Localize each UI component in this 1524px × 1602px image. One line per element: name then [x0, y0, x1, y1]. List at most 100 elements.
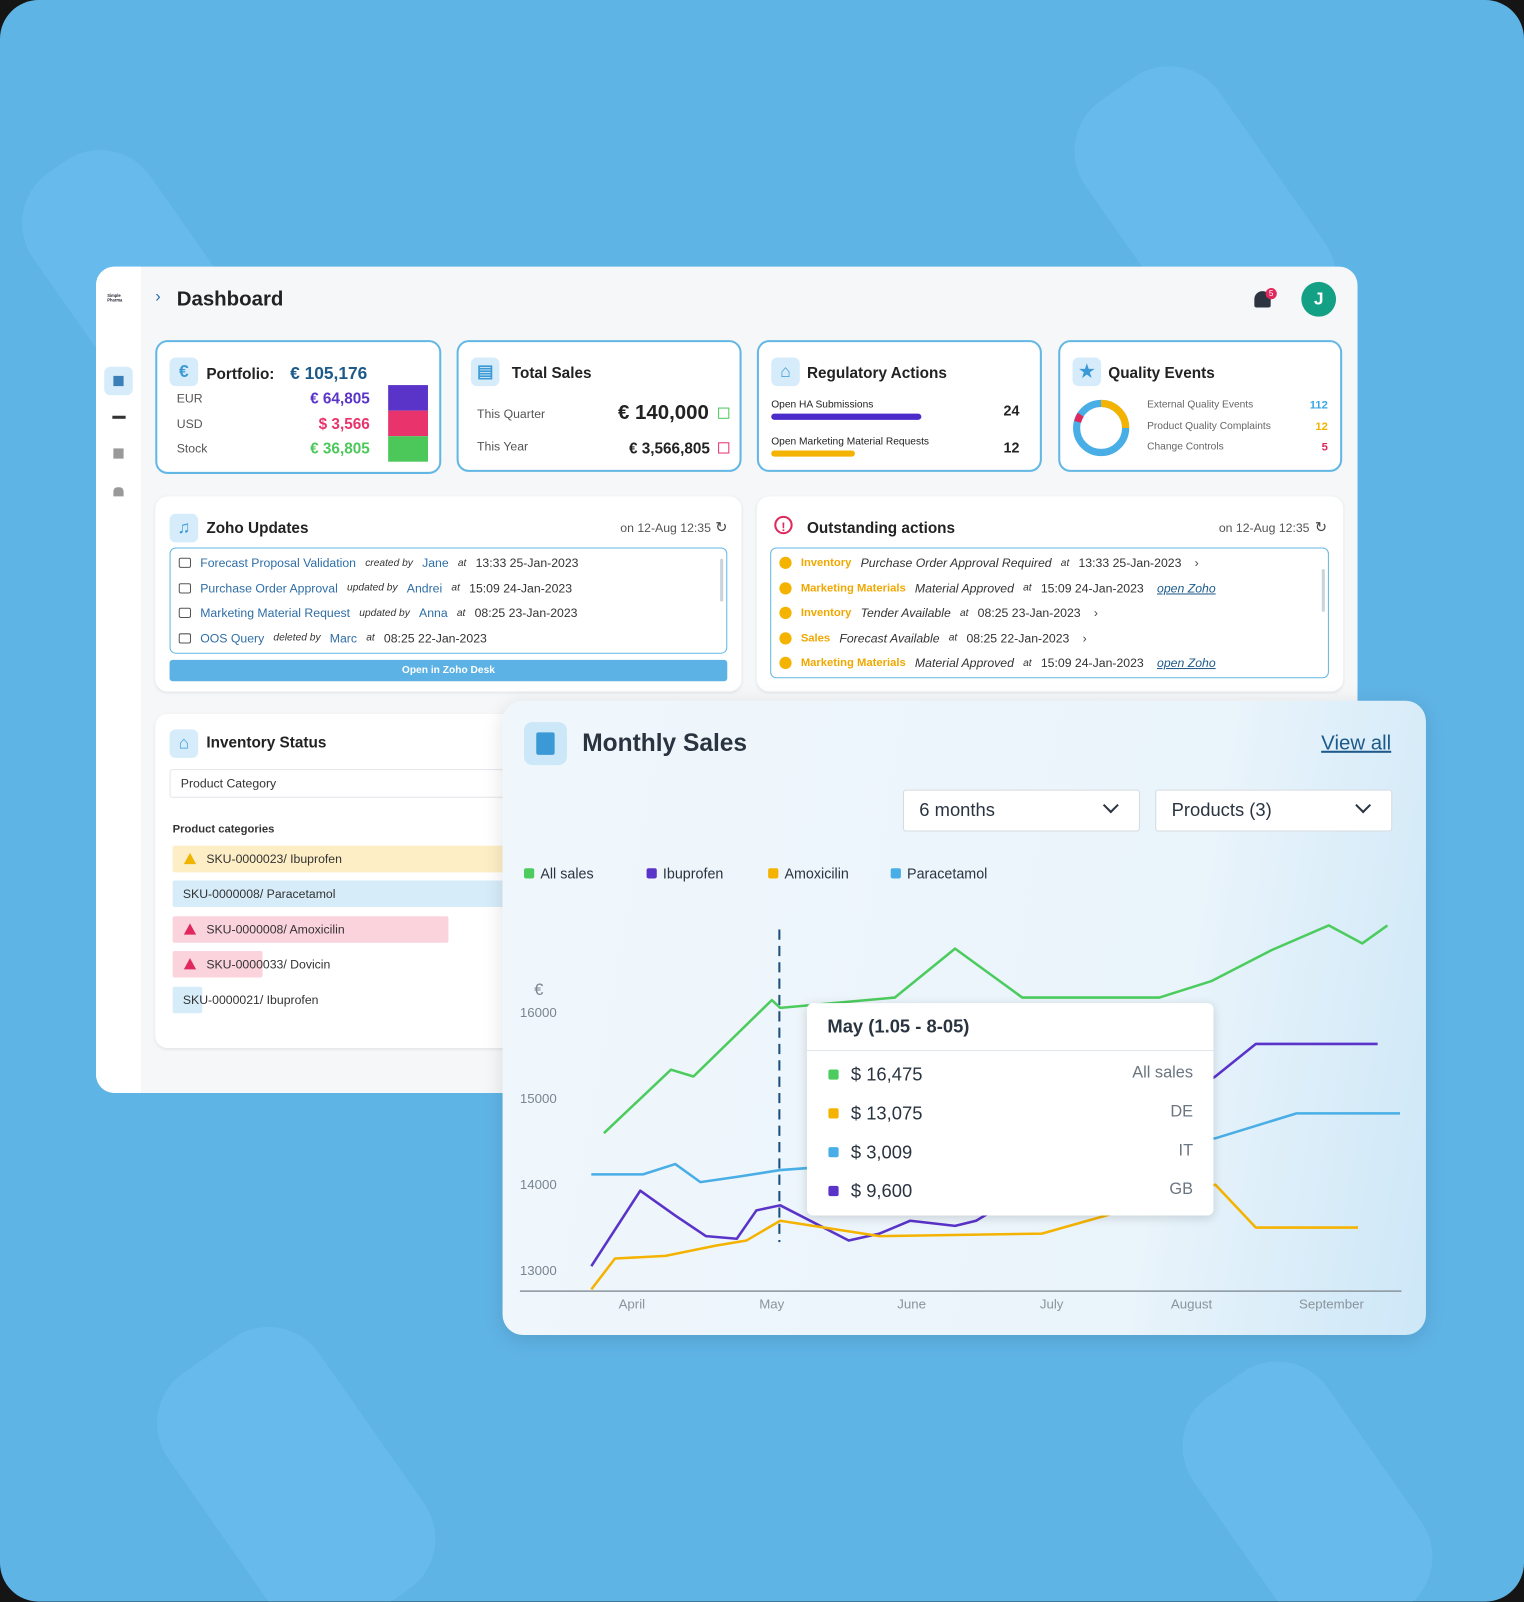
row-value: 5: [1321, 441, 1328, 454]
refresh-icon[interactable]: ↻: [1314, 518, 1327, 536]
nav-dashboard[interactable]: [104, 366, 133, 396]
tooltip-value: $ 13,075: [850, 1103, 923, 1124]
update-row: Forecast Proposal Validation created by Ja…: [178, 555, 579, 570]
nav-item[interactable]: [113, 448, 124, 459]
legend-label[interactable]: Amoxicilin: [784, 865, 849, 882]
bell-icon: ♫: [169, 513, 199, 543]
tooltip-value: $ 16,475: [850, 1064, 923, 1085]
donut: [1073, 399, 1130, 457]
chevron[interactable]: ›: [155, 288, 161, 306]
time: 15:09 24-Jan-2023: [1040, 580, 1144, 595]
tooltip-value: $ 3,009: [850, 1141, 913, 1163]
at: at: [366, 632, 375, 644]
action: updated by: [347, 582, 398, 594]
portfolio-card: € Portfolio: € 105,176 EUR € 64,805 USD $ 3…: [155, 340, 442, 474]
action: created by: [365, 557, 413, 569]
legend-label[interactable]: Ibuprofen: [662, 865, 724, 882]
open-zoho-button[interactable]: Open in Zoho Desk: [169, 659, 728, 682]
refresh-icon[interactable]: ↻: [715, 518, 728, 536]
tooltip-swatch: [828, 1069, 839, 1080]
item-name[interactable]: OOS Query: [200, 630, 265, 646]
time: 15:09 24-Jan-2023: [1040, 655, 1144, 671]
x-tick-label: September: [1299, 1296, 1364, 1311]
sku-label[interactable]: SKU-0000008/ Amoxicilin: [206, 922, 345, 937]
x-tick-label: July: [1040, 1296, 1064, 1311]
tooltip: May (1.05 - 8-05) $ 16,475 All sales $ 13,…: [806, 1003, 1214, 1216]
action-text: Tender Available: [860, 605, 951, 621]
scrollbar: [1321, 568, 1325, 612]
y-tick-label: 16000: [520, 1005, 557, 1020]
at: at: [456, 607, 466, 619]
row-icon: [178, 582, 192, 593]
chart-icon: [524, 722, 567, 766]
page-title: Dashboard: [176, 288, 284, 311]
scrollbar: [720, 558, 724, 602]
avatar[interactable]: J: [1301, 281, 1337, 317]
row-label: This Year: [477, 439, 529, 454]
row-icon: [779, 581, 792, 594]
chart-title: Monthly Sales: [582, 729, 748, 757]
at: at: [457, 557, 467, 569]
donut-segment: [1074, 412, 1084, 423]
item-name[interactable]: Purchase Order Approval: [200, 580, 338, 595]
item-name[interactable]: Forecast Proposal Validation: [200, 555, 357, 570]
row-label: Product Quality Complaints: [1147, 420, 1271, 432]
total-sales-card: ▤ Total Sales This Quarter € 140,000 Thi…: [456, 340, 742, 472]
series-line: [603, 924, 1389, 1135]
card-title: Quality Events: [1108, 364, 1215, 383]
nav-item[interactable]: [113, 487, 124, 497]
x-tick-label: August: [1171, 1296, 1213, 1311]
time: 08:25 23-Jan-2023: [977, 605, 1081, 621]
tooltip-swatch: [828, 1185, 839, 1197]
action-row: Inventory Tender Available at 08:25 23-Jan-…: [779, 606, 1098, 620]
chevron[interactable]: ›: [1082, 630, 1087, 646]
x-tick-label: May: [759, 1296, 784, 1311]
chevron[interactable]: ›: [1194, 555, 1199, 570]
sku-label[interactable]: SKU-0000023/ Ibuprofen: [206, 851, 342, 867]
category: Marketing Materials: [800, 656, 906, 670]
at: at: [1060, 557, 1070, 569]
row-label: Open HA Submissions: [771, 399, 874, 411]
sku-label[interactable]: SKU-0000008/ Paracetamol: [182, 887, 336, 902]
row-label: External Quality Events: [1147, 399, 1254, 411]
view-all-link[interactable]: View all: [1321, 732, 1392, 755]
divider: [806, 1050, 1214, 1052]
user: Jane: [422, 555, 449, 570]
category: Inventory: [800, 606, 852, 619]
brand: Simple Pharma: [107, 293, 123, 303]
open-zoho-link[interactable]: open Zoho: [1157, 580, 1216, 595]
chevron[interactable]: ›: [1093, 605, 1098, 621]
portfolio-total: € 105,176: [290, 363, 368, 384]
tooltip-swatch: [828, 1147, 839, 1158]
timestamp: on 12-Aug 12:35: [1218, 520, 1310, 536]
dropdown[interactable]: Products (3): [1155, 789, 1393, 832]
legend-label[interactable]: Paracetamol: [907, 865, 988, 882]
sku-label[interactable]: SKU-0000021/ Ibuprofen: [182, 992, 319, 1007]
row-value: € 3,566,805: [628, 440, 710, 458]
building-icon: ⌂: [169, 729, 199, 758]
monthly-sales-card: 13000 14000 15000 16000 € April May June July Aug…: [502, 700, 1426, 1336]
pill-decor: [1158, 1337, 1457, 1602]
dashboard-panel: Simple Pharma › Dashboard 5 J € Portfoli…: [96, 266, 1358, 1093]
open-zoho-link[interactable]: open Zoho: [1157, 655, 1216, 671]
dropdown[interactable]: 6 months: [902, 789, 1140, 832]
action-row: Marketing Materials Material Approved at 15…: [779, 580, 1216, 595]
at: at: [959, 607, 969, 619]
y-tick-label: 13000: [520, 1263, 557, 1278]
action-text: Forecast Available: [839, 630, 940, 646]
legend-swatch: [768, 868, 779, 879]
color-block: [388, 410, 428, 437]
card-title: Portfolio:: [206, 365, 275, 384]
nav-item[interactable]: [112, 415, 126, 419]
at: at: [1023, 657, 1032, 669]
action-row: Marketing Materials Material Approved at 15…: [779, 655, 1216, 671]
legend-label[interactable]: All sales: [540, 865, 594, 882]
sku-label[interactable]: SKU-0000033/ Dovicin: [206, 957, 331, 972]
row-icon: [779, 606, 792, 619]
action-text: Material Approved: [914, 655, 1014, 671]
row-icon: [779, 656, 792, 670]
time: 08:25 22-Jan-2023: [383, 630, 487, 646]
item-name[interactable]: Marketing Material Request: [200, 605, 351, 621]
